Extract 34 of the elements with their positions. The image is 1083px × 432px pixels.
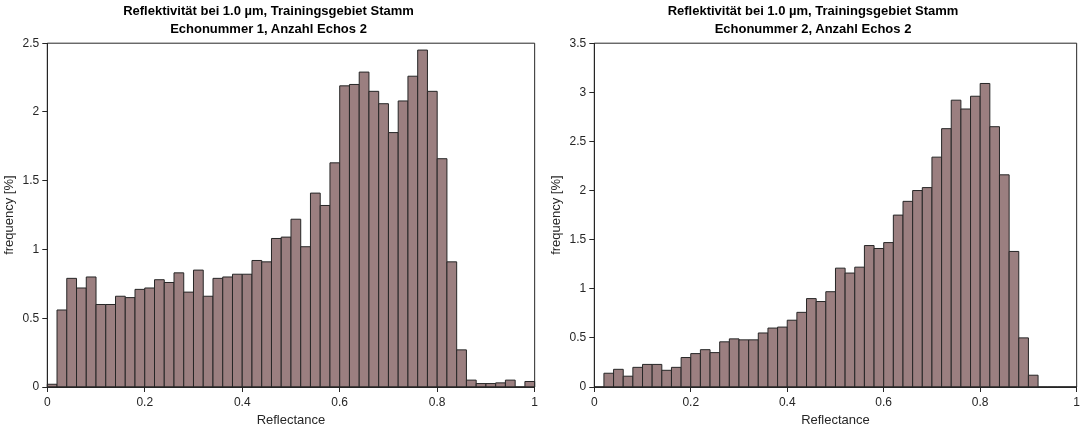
y-tick-label: 2.5: [22, 35, 40, 50]
y-tick-label: 3.5: [569, 35, 587, 50]
chart-subtitle: Echonummer 1, Anzahl Echos 2: [170, 20, 367, 36]
y-tick-label: 2.5: [569, 133, 587, 148]
x-tick-label: 0.8: [971, 394, 989, 409]
y-tick-label: 0: [579, 379, 587, 394]
x-tick-label: 0: [43, 394, 51, 409]
x-tick-label: 1: [531, 394, 539, 409]
y-tick-label: 0: [32, 379, 40, 394]
y-axis-title: frequency [%]: [548, 175, 564, 255]
y-tick-label: 2: [32, 104, 40, 119]
y-tick-label: 1.5: [569, 231, 587, 246]
x-tick-label: 0.6: [875, 394, 893, 409]
chart-title: Reflektivität bei 1.0 µm, Trainingsgebiet Stamm: [667, 3, 959, 19]
x-tick-label: 1: [1073, 394, 1081, 409]
y-tick-label: 1: [579, 281, 587, 296]
x-tick-label: 0.4: [233, 394, 251, 409]
x-tick-label: 0.8: [428, 394, 446, 409]
y-tick-label: 3: [579, 84, 587, 99]
x-tick-label: 0.6: [331, 394, 349, 409]
x-axis-title: Reflectance: [256, 411, 326, 427]
y-tick-label: 0.5: [569, 330, 587, 345]
x-axis-title: Reflectance: [801, 411, 870, 427]
chart-title: Reflektivität bei 1.0 µm, Trainingsgebiet Stamm: [123, 3, 414, 19]
x-tick-label: 0.2: [682, 394, 700, 409]
y-axis-title: frequency [%]: [1, 175, 17, 255]
y-tick-label: 1: [32, 241, 40, 256]
y-tick-label: 0.5: [22, 310, 40, 325]
y-tick-label: 1.5: [22, 173, 40, 188]
x-tick-label: 0: [590, 394, 598, 409]
x-tick-label: 0.2: [136, 394, 154, 409]
y-tick-label: 2: [579, 182, 587, 197]
chart-subtitle: Echonummer 2, Anzahl Echos 2: [714, 20, 912, 36]
x-tick-label: 0.4: [778, 394, 796, 409]
